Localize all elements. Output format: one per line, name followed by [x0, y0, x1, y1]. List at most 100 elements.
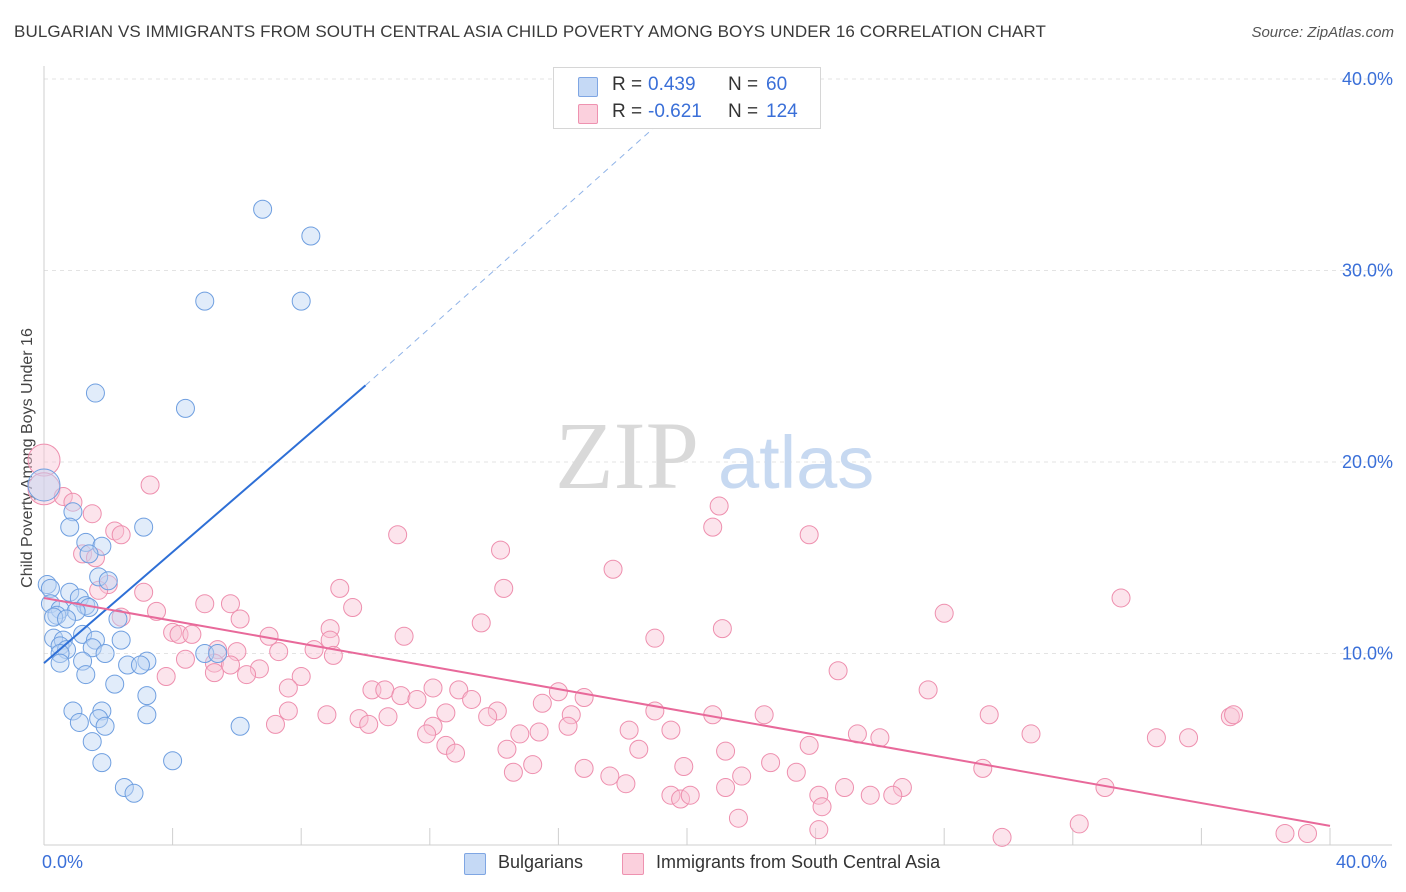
bulgarians-point [50, 644, 70, 663]
immigrants-point [134, 582, 154, 602]
bulgarians-point [195, 291, 215, 311]
x-tick-label-max: 40.0% [1336, 852, 1388, 872]
bulgarians-point [134, 517, 154, 537]
source-label: Source: ZipAtlas.com [1251, 24, 1394, 41]
y-tick-label: 40.0% [1342, 69, 1393, 89]
immigrants-point [378, 707, 398, 727]
y-tick-label: 20.0% [1342, 452, 1393, 472]
immigrants-point [680, 785, 700, 805]
bulgarians-point [76, 665, 96, 685]
legend-label-bulgarians: Bulgarians [498, 852, 584, 872]
bulgarians-point [291, 291, 311, 311]
immigrants-point [629, 739, 649, 759]
legend-swatch-immigrants [622, 853, 644, 875]
immigrants-point [799, 525, 819, 545]
y-tick-labels: 10.0% 20.0% 30.0% 40.0% [1342, 69, 1393, 664]
axes [43, 66, 1392, 846]
immigrants-point [417, 724, 437, 744]
immigrants-point [812, 797, 832, 817]
immigrants-point [163, 622, 183, 642]
immigrants-point [491, 540, 511, 560]
immigrants-point [291, 666, 311, 686]
immigrants-point [487, 701, 507, 721]
r-value: 0.439 [648, 74, 696, 95]
immigrants-point [828, 661, 848, 681]
immigrants-point [558, 716, 578, 736]
immigrants-point [892, 778, 912, 798]
immigrants-point [645, 628, 665, 648]
bulgarians-point [66, 601, 86, 621]
bulgarians-point [130, 655, 150, 675]
bulgarians-point [82, 638, 102, 658]
immigrants-point [82, 504, 102, 524]
immigrants-point [809, 820, 829, 840]
legend-swatch-bulgarians [464, 853, 486, 875]
immigrants-point [761, 753, 781, 773]
immigrants-point [661, 785, 681, 805]
bulgarians-trend-line [43, 384, 367, 664]
immigrants-point [1224, 705, 1244, 725]
bulgarians-point [111, 630, 131, 650]
bulgarians-point [79, 544, 99, 564]
bulgarians-point [60, 517, 80, 537]
stats-box: R = 0.439 N = 60 R = -0.621 N = 124 [553, 67, 821, 129]
bulgarians-point [95, 644, 115, 663]
immigrants-point [391, 686, 411, 706]
immigrants-point [1021, 724, 1041, 744]
immigrants-point [278, 678, 298, 698]
bulgarians-point [114, 778, 134, 798]
immigrants-point [619, 720, 639, 740]
immigrants-point [304, 640, 324, 660]
bulgarians-point [89, 709, 109, 729]
n-value: 60 [766, 74, 788, 95]
bulgarians-point [76, 532, 96, 552]
immigrants-point [883, 785, 903, 805]
r-label: R = [612, 74, 643, 95]
bulgarians-point [253, 199, 273, 219]
immigrants-point [269, 642, 289, 662]
immigrants-point [1297, 824, 1317, 844]
immigrants-point [992, 827, 1012, 847]
immigrants-point [600, 766, 620, 786]
immigrants-point [63, 492, 83, 512]
immigrants-point [529, 722, 549, 742]
immigrants-point [471, 613, 491, 633]
immigrants-point [462, 689, 482, 709]
immigrants-point [786, 762, 806, 782]
bulgarians-point [57, 609, 77, 629]
immigrants-point [1111, 588, 1131, 608]
immigrants-point [523, 755, 543, 775]
immigrants-point [394, 626, 414, 646]
immigrants-point [230, 609, 250, 629]
immigrants-point [147, 601, 167, 621]
immigrants-point [716, 778, 736, 798]
immigrants-point [799, 735, 819, 755]
immigrants-point [111, 525, 131, 545]
stats-swatch-bulgarians [578, 77, 598, 97]
stats-row-immigrants: R = -0.621 N = 124 [554, 101, 820, 127]
bulgarians-point [98, 571, 118, 591]
bulgarians-point [85, 383, 105, 403]
bulgarians-trend-extension [365, 126, 656, 386]
immigrants-point [265, 714, 285, 734]
immigrants-point [574, 688, 594, 708]
series-bulgarians-points [27, 199, 321, 803]
immigrants-point [343, 598, 363, 618]
immigrants-point [423, 678, 443, 698]
immigrants-point [156, 666, 176, 686]
immigrants-point [671, 789, 691, 809]
immigrants-point [436, 735, 456, 755]
immigrants-point [732, 766, 752, 786]
bulgarians-point [95, 716, 115, 736]
immigrants-point [754, 705, 774, 725]
immigrants-point [317, 705, 337, 725]
immigrants-point [860, 785, 880, 805]
n-value: 124 [766, 101, 798, 122]
immigrants-point [407, 689, 427, 709]
n-label: N = [728, 101, 759, 122]
legend: Bulgarians Immigrants from South Central… [0, 852, 1406, 878]
immigrants-point [548, 682, 568, 702]
bulgarians-point [137, 686, 157, 706]
bulgarians-point [89, 567, 109, 587]
bulgarians-point [137, 705, 157, 725]
